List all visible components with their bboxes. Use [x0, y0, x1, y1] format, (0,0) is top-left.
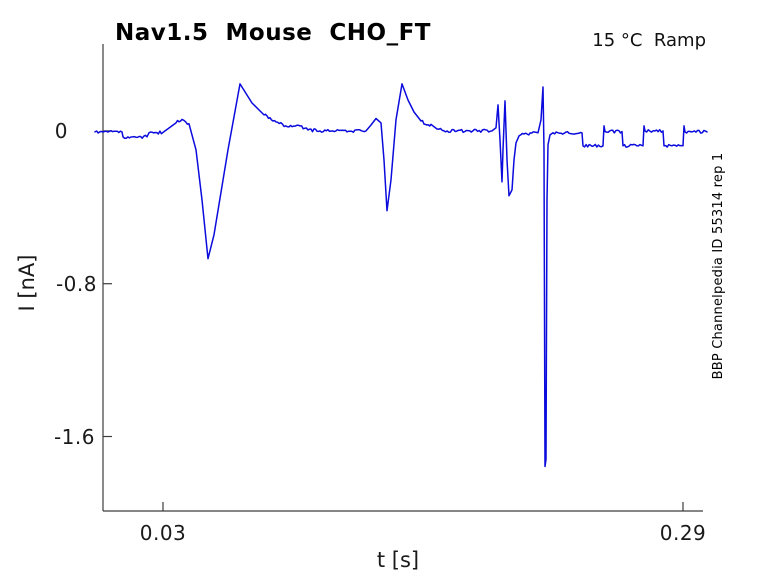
x-axis-label: t [s]	[376, 548, 420, 572]
y-tick-label-1: -0.8	[55, 272, 97, 296]
x-tick-label-1: 0.29	[659, 521, 707, 545]
current-trace-line	[94, 83, 708, 468]
y-tick-label-2: -1.6	[53, 425, 95, 449]
temperature-ramp-annotation: 15 °C Ramp	[592, 30, 706, 51]
chart-title: Nav1.5 Mouse CHO_FT	[115, 20, 431, 46]
channelpedia-watermark: BBP Channelpedia ID 55314 rep 1	[711, 152, 726, 380]
y-tick-label-0: 0	[54, 119, 68, 143]
y-axis-label: I [nA]	[15, 254, 39, 312]
x-tick-label-0: 0.03	[139, 521, 187, 545]
axes	[102, 44, 703, 512]
